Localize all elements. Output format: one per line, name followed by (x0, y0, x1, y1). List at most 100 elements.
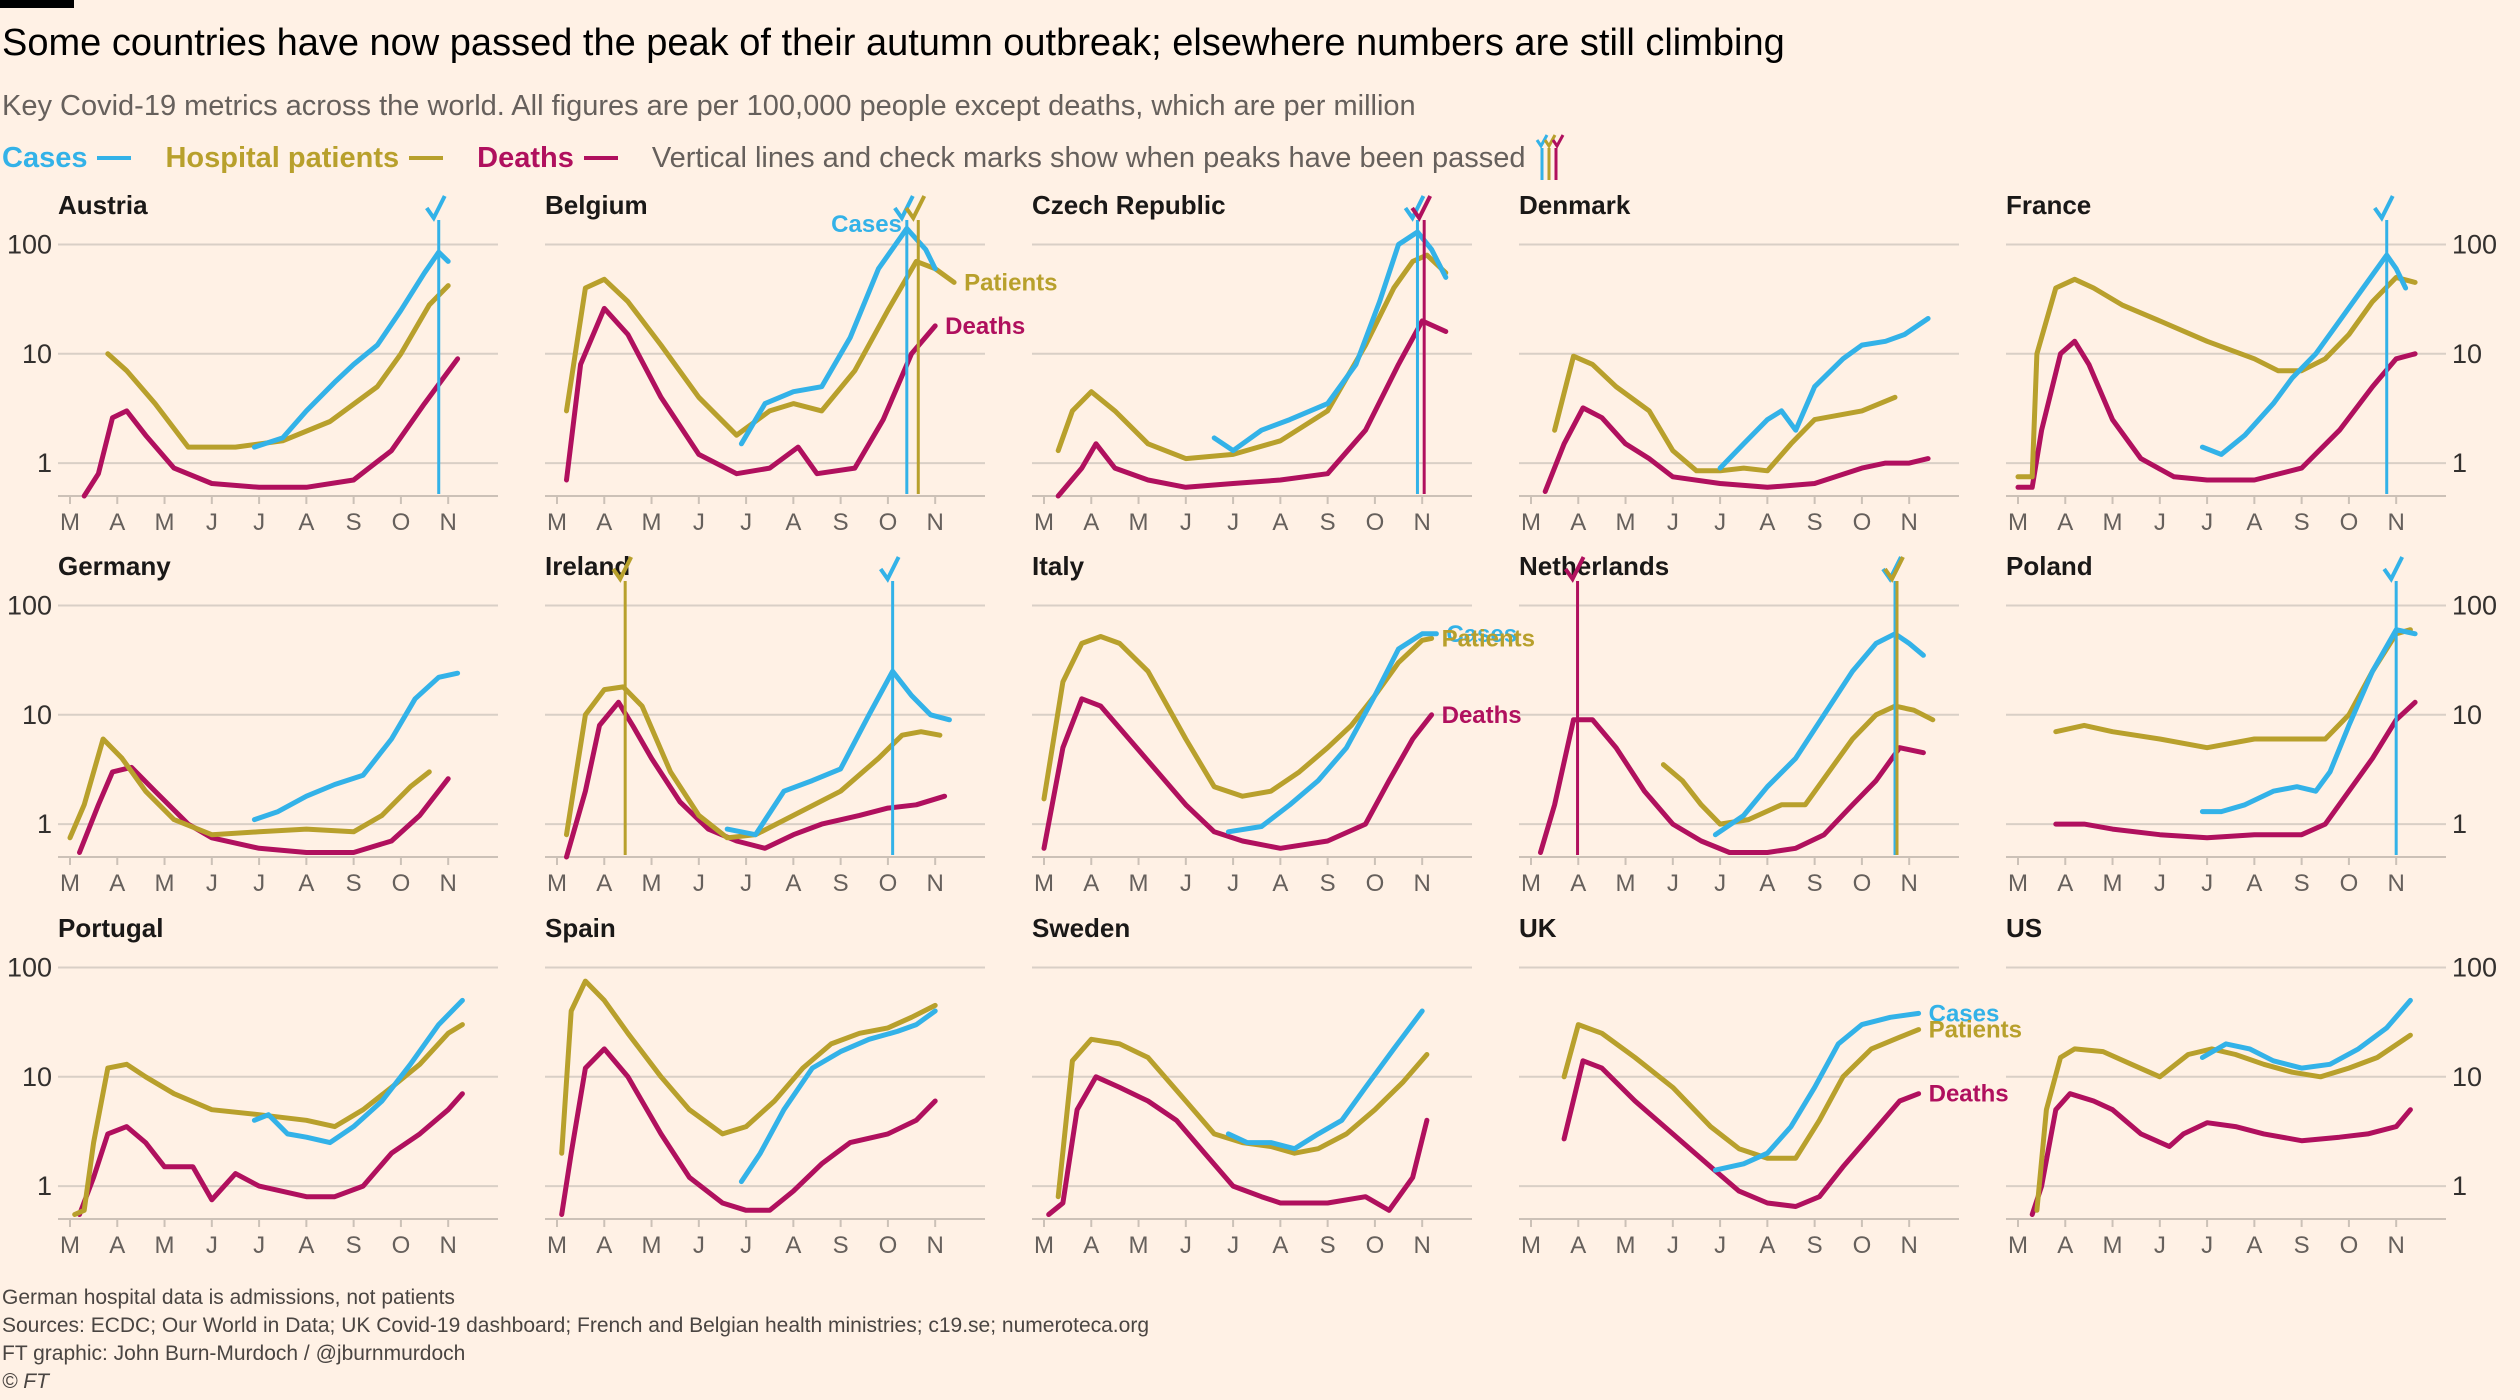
x-tick-label: A (785, 509, 801, 536)
x-tick-label: M (1616, 870, 1636, 897)
x-tick-label: J (1714, 1232, 1726, 1259)
x-tick-label: J (1180, 509, 1192, 536)
y-tick-label: 10 (2452, 700, 2482, 730)
panel-title: Czech Republic (1032, 190, 1226, 220)
x-tick-label: O (392, 870, 411, 897)
series-line-patients (2034, 1032, 2413, 1213)
legend-swatch-cases (97, 156, 132, 160)
legend-item-cases: Cases (2, 142, 132, 175)
x-tick-label: O (392, 509, 411, 536)
y-tick-label: 10 (22, 700, 52, 730)
x-tick-label: M (2103, 1232, 2123, 1259)
panel-czech-republic: M A M J J A S O N Czech Republic (1032, 190, 1472, 536)
annotation-patients: Patients (1442, 625, 1535, 652)
x-tick-label: A (1272, 870, 1288, 897)
x-tick-label: A (2246, 509, 2262, 536)
legend-label-deaths: Deaths (477, 141, 574, 174)
series-line-cases (1717, 316, 1931, 471)
x-tick-label: N (1414, 509, 1431, 536)
series-line-cases (2199, 627, 2418, 815)
annotation-cases: Cases (831, 211, 902, 238)
x-tick-label: J (1227, 870, 1239, 897)
x-tick-label: J (206, 509, 218, 536)
x-tick-label: M (547, 509, 567, 536)
x-tick-label: N (927, 509, 944, 536)
check-icon (1410, 195, 1432, 222)
legend-item-deaths: Deaths (477, 142, 618, 175)
footer-credit: FT graphic: John Burn-Murdoch / @jburnmu… (2, 1342, 466, 1365)
x-tick-label: O (879, 1232, 898, 1259)
x-tick-label: M (547, 1232, 567, 1259)
x-tick-label: N (1414, 1232, 1431, 1259)
series-line-cases (738, 1008, 938, 1185)
x-tick-label: J (253, 870, 265, 897)
x-tick-label: A (109, 1232, 125, 1259)
annotation-deaths: Deaths (1442, 702, 1522, 729)
y-tick-label: 100 (7, 229, 52, 259)
x-tick-label: O (1366, 1232, 1385, 1259)
series-line-cases (2199, 252, 2409, 457)
panel-france: 1 10 100 M A M J J A S O N France (2006, 190, 2497, 536)
check-icon (1883, 556, 1905, 583)
x-tick-label: J (740, 870, 752, 897)
legend-item-patients: Hospital patients (165, 141, 444, 175)
x-tick-label: S (1807, 1232, 1823, 1259)
series-line-patients (67, 736, 432, 841)
panel-title: UK (1519, 913, 1557, 943)
panel-netherlands: M A M J J A S O N Netherlands (1519, 551, 1959, 897)
y-tick-label: 100 (2452, 952, 2497, 982)
y-tick-label: 1 (37, 1171, 52, 1201)
x-tick-label: N (440, 870, 457, 897)
annotation-deaths: Deaths (945, 313, 1025, 340)
x-tick-label: S (1807, 870, 1823, 897)
x-tick-label: A (2246, 1232, 2262, 1259)
panel-title: France (2006, 190, 2091, 220)
series-line-patients (1561, 1022, 1922, 1161)
footer-copyright: © FT (2, 1370, 49, 1393)
series-line-patients (1055, 1036, 1430, 1200)
x-tick-label: J (2154, 509, 2166, 536)
series-line-cases (1712, 631, 1926, 838)
x-tick-label: A (1083, 509, 1099, 536)
x-tick-label: J (1714, 870, 1726, 897)
series-line-cases (1225, 1008, 1425, 1152)
series-line-cases (1211, 229, 1449, 454)
legend-swatch-deaths (583, 156, 618, 160)
y-tick-label: 100 (7, 590, 52, 620)
x-tick-label: M (1129, 509, 1149, 536)
legend-label-patients: Hospital patients (165, 141, 400, 174)
x-tick-label: A (1570, 509, 1586, 536)
panel-austria: 1 10 100 M A M J J A S O N Austria (7, 190, 498, 536)
x-tick-label: A (298, 870, 314, 897)
peak-check-icon (1535, 134, 1564, 180)
y-tick-label: 10 (22, 1062, 52, 1092)
x-tick-label: J (2201, 1232, 2213, 1259)
x-tick-label: A (596, 870, 612, 897)
x-tick-label: A (1570, 1232, 1586, 1259)
x-tick-label: M (1129, 1232, 1149, 1259)
panel-spain: M A M J J A S O N Spain (545, 913, 985, 1259)
x-tick-label: M (2008, 870, 2028, 897)
x-tick-label: N (927, 1232, 944, 1259)
x-tick-label: M (1034, 1232, 1054, 1259)
check-icon (1403, 195, 1426, 222)
y-tick-label: 10 (22, 339, 52, 369)
panel-poland: 1 10 100 M A M J J A S O N Poland (2006, 551, 2497, 897)
series-line-patients (1041, 634, 1435, 802)
x-tick-label: S (1320, 1232, 1336, 1259)
panel-title: Denmark (1519, 190, 1631, 220)
x-tick-label: M (155, 509, 175, 536)
x-tick-label: O (2340, 1232, 2359, 1259)
x-tick-label: J (740, 509, 752, 536)
series-line-deaths (2029, 1091, 2413, 1217)
x-tick-label: M (1521, 509, 1541, 536)
y-tick-label: 100 (2452, 590, 2497, 620)
panel-title: Netherlands (1519, 551, 1669, 581)
footer-sources: Sources: ECDC; Our World in Data; UK Cov… (2, 1314, 1149, 1337)
series-line-patients (2015, 274, 2418, 480)
x-tick-label: O (879, 509, 898, 536)
x-tick-label: A (1759, 870, 1775, 897)
